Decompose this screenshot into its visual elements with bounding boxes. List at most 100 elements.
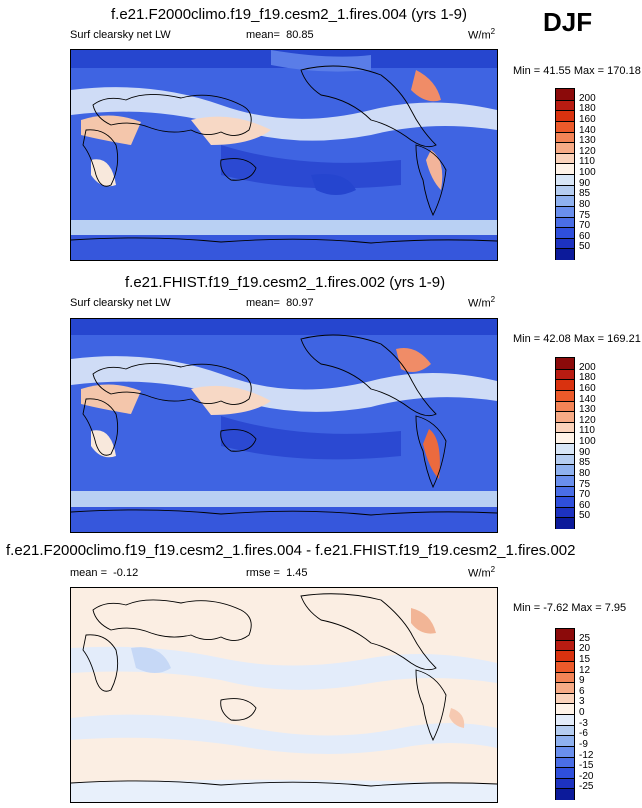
colorbar-segment xyxy=(556,89,574,100)
panel3-rmse: rmse = 1.45 xyxy=(246,567,308,579)
colorbar-segment xyxy=(556,443,574,455)
panel3-minmax: Min = -7.62 Max = 7.95 xyxy=(513,602,627,614)
panel3-colorbar xyxy=(555,628,575,800)
colorbar-segment xyxy=(556,400,574,413)
colorbar-tick-label: 15 xyxy=(579,653,591,665)
colorbar-segment xyxy=(556,724,574,737)
colorbar-tick-label: 60 xyxy=(579,499,591,511)
colorbar-segment xyxy=(556,485,574,498)
colorbar-tick-label: 140 xyxy=(579,124,596,136)
panel1-mean: mean= 80.85 xyxy=(246,29,314,41)
colorbar-tick-label: -20 xyxy=(579,770,594,782)
colorbar-segment xyxy=(556,248,574,260)
colorbar-segment xyxy=(556,745,574,758)
colorbar-segment xyxy=(556,389,574,402)
colorbar-tick-label: -9 xyxy=(579,738,588,750)
colorbar-segment xyxy=(556,142,574,154)
panel1-colorbar xyxy=(555,88,575,260)
panel2-title: f.e21.FHIST.f19_f19.cesm2_1.fires.002 (y… xyxy=(125,274,446,291)
colorbar-tick-label: 85 xyxy=(579,188,591,200)
colorbar-segment xyxy=(556,120,574,133)
colorbar-tick-label: 0 xyxy=(579,707,585,718)
colorbar-segment xyxy=(556,174,574,186)
colorbar-segment xyxy=(556,227,574,239)
panel2-colorbar xyxy=(555,357,575,529)
colorbar-tick-label: 3 xyxy=(579,696,585,708)
panel1-map xyxy=(70,49,498,261)
colorbar-segment xyxy=(556,110,574,122)
colorbar-tick-label: 130 xyxy=(579,404,596,416)
colorbar-segment xyxy=(556,464,574,476)
colorbar-tick-label: -12 xyxy=(579,749,594,761)
colorbar-segment xyxy=(556,216,574,229)
colorbar-segment xyxy=(556,163,574,175)
colorbar-segment xyxy=(556,639,574,652)
colorbar-tick-label: 120 xyxy=(579,414,596,426)
colorbar-tick-label: 200 xyxy=(579,361,596,373)
colorbar-segment xyxy=(556,368,574,381)
colorbar-tick-label: 50 xyxy=(579,510,591,522)
panel1-units: W/m2 xyxy=(468,27,496,42)
colorbar-segment xyxy=(556,205,574,218)
colorbar-segment xyxy=(556,788,574,800)
panel1-minmax: Min = 41.55 Max = 170.18 xyxy=(513,65,641,77)
colorbar-tick-label: 200 xyxy=(579,92,596,104)
colorbar-tick-label: 180 xyxy=(579,372,596,384)
colorbar-tick-label: 60 xyxy=(579,230,591,242)
colorbar-segment xyxy=(556,99,574,112)
colorbar-tick-label: 130 xyxy=(579,135,596,147)
colorbar-tick-label: 80 xyxy=(579,467,591,479)
colorbar-segment xyxy=(556,692,574,705)
colorbar-segment xyxy=(556,714,574,726)
colorbar-tick-label: 75 xyxy=(579,209,591,221)
colorbar-tick-label: 85 xyxy=(579,457,591,469)
panel2-variable: Surf clearsky net LW xyxy=(70,297,171,309)
colorbar-tick-label: 80 xyxy=(579,198,591,210)
panel1-variable: Surf clearsky net LW xyxy=(70,29,171,41)
colorbar-tick-label: 110 xyxy=(579,425,595,437)
colorbar-segment xyxy=(556,131,574,144)
colorbar-segment xyxy=(556,756,574,769)
colorbar-segment xyxy=(556,474,574,487)
colorbar-tick-label: -6 xyxy=(579,728,588,740)
colorbar-tick-label: 25 xyxy=(579,632,591,644)
panel1-title: f.e21.F2000climo.f19_f19.cesm2_1.fires.0… xyxy=(111,6,468,23)
colorbar-segment xyxy=(556,703,574,715)
colorbar-segment xyxy=(556,682,574,694)
colorbar-segment xyxy=(556,237,574,250)
colorbar-segment xyxy=(556,411,574,423)
colorbar-tick-label: 100 xyxy=(579,436,596,447)
panel2-map xyxy=(70,318,498,533)
colorbar-tick-label: 75 xyxy=(579,478,591,490)
panel2-units: W/m2 xyxy=(468,295,496,310)
colorbar-tick-label: 90 xyxy=(579,177,591,189)
colorbar-segment xyxy=(556,358,574,369)
colorbar-tick-label: 110 xyxy=(579,156,595,168)
colorbar-tick-label: -25 xyxy=(579,781,594,793)
colorbar-segment xyxy=(556,195,574,207)
colorbar-tick-label: 160 xyxy=(579,113,596,125)
colorbar-segment xyxy=(556,767,574,779)
panel2-mean: mean= 80.97 xyxy=(246,297,314,309)
colorbar-tick-label: 9 xyxy=(579,675,585,687)
colorbar-tick-label: 90 xyxy=(579,446,591,458)
colorbar-segment xyxy=(556,660,574,673)
colorbar-segment xyxy=(556,650,574,662)
colorbar-segment xyxy=(556,432,574,444)
colorbar-segment xyxy=(556,777,574,790)
season-label: DJF xyxy=(543,7,593,37)
colorbar-tick-label: 100 xyxy=(579,167,596,178)
colorbar-tick-label: 160 xyxy=(579,382,596,394)
panel3-units: W/m2 xyxy=(468,565,496,580)
colorbar-tick-label: 20 xyxy=(579,643,591,655)
panel3-mean: mean = -0.12 xyxy=(70,567,139,579)
colorbar-tick-label: 12 xyxy=(579,664,591,676)
panel3-title: f.e21.F2000climo.f19_f19.cesm2_1.fires.0… xyxy=(6,542,576,559)
colorbar-tick-label: 70 xyxy=(579,220,591,232)
colorbar-segment xyxy=(556,379,574,391)
colorbar-tick-label: 70 xyxy=(579,489,591,501)
colorbar-segment xyxy=(556,152,574,165)
colorbar-tick-label: 120 xyxy=(579,145,596,157)
colorbar-segment xyxy=(556,735,574,747)
colorbar-segment xyxy=(556,671,574,684)
